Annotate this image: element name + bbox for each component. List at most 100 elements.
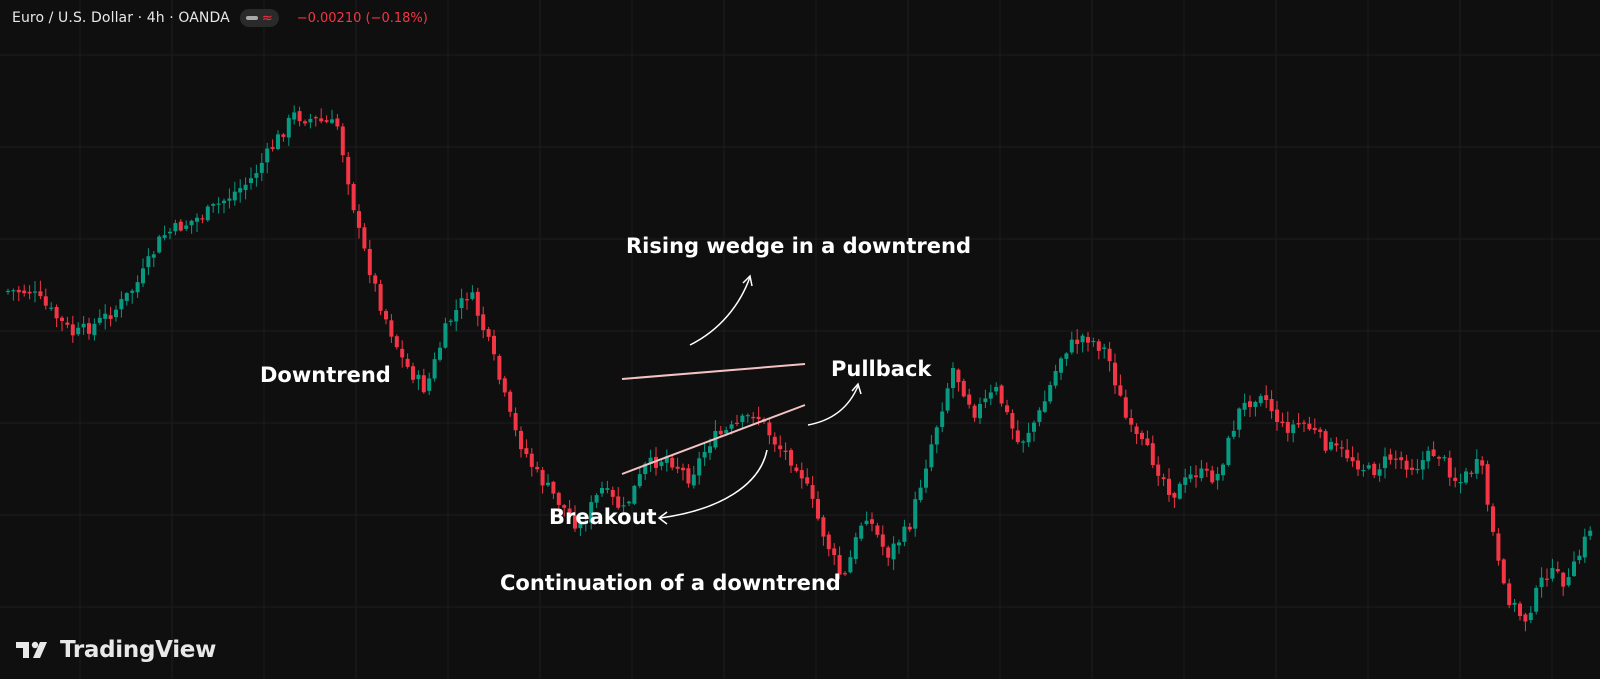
candle bbox=[508, 389, 513, 417]
candle bbox=[1107, 342, 1112, 372]
candle bbox=[664, 449, 669, 472]
candle bbox=[929, 434, 934, 472]
candle bbox=[1577, 549, 1582, 564]
candle bbox=[1366, 462, 1371, 470]
candle bbox=[1469, 470, 1474, 478]
candle bbox=[1491, 503, 1495, 536]
candle bbox=[826, 531, 831, 557]
candle bbox=[535, 461, 540, 473]
candle bbox=[1032, 420, 1036, 442]
candle bbox=[405, 353, 410, 369]
candle bbox=[1258, 393, 1263, 407]
candle bbox=[681, 463, 685, 481]
candle bbox=[1350, 446, 1355, 467]
candle bbox=[65, 316, 70, 329]
candle bbox=[1307, 416, 1312, 431]
candle bbox=[465, 292, 469, 310]
candle bbox=[195, 213, 199, 233]
candle bbox=[1161, 473, 1166, 487]
candle bbox=[497, 354, 502, 385]
candle bbox=[292, 105, 297, 125]
candle bbox=[308, 113, 313, 129]
candle bbox=[648, 449, 653, 472]
candle bbox=[1188, 465, 1193, 483]
candle bbox=[1096, 338, 1101, 360]
candle bbox=[524, 439, 529, 458]
candle bbox=[1356, 452, 1360, 477]
candle bbox=[632, 484, 637, 505]
candle bbox=[1377, 463, 1382, 482]
candle bbox=[1253, 400, 1258, 417]
candle bbox=[1447, 450, 1452, 486]
candle bbox=[956, 368, 961, 392]
candle bbox=[675, 457, 680, 474]
candle bbox=[805, 468, 810, 486]
rising-wedge-label: Rising wedge in a downtrend bbox=[626, 234, 971, 258]
candle bbox=[1496, 528, 1501, 566]
candle bbox=[1069, 331, 1074, 355]
candle bbox=[27, 285, 32, 300]
candle bbox=[1091, 337, 1096, 347]
candle bbox=[670, 454, 675, 471]
candle bbox=[837, 546, 842, 580]
candle bbox=[1210, 465, 1215, 485]
candle bbox=[972, 403, 977, 422]
wedge-lower-line[interactable] bbox=[621, 404, 806, 475]
candlestick-series bbox=[6, 105, 1593, 632]
candle bbox=[1129, 409, 1134, 433]
candle bbox=[902, 519, 907, 547]
candle bbox=[124, 291, 129, 306]
candle bbox=[1323, 429, 1328, 454]
candle bbox=[1226, 435, 1231, 467]
candle bbox=[918, 479, 923, 503]
candle bbox=[1086, 332, 1090, 352]
candle bbox=[108, 306, 113, 327]
candle bbox=[1231, 420, 1236, 440]
candle bbox=[1237, 407, 1242, 438]
candle bbox=[1075, 329, 1080, 354]
candle bbox=[330, 109, 334, 125]
candle bbox=[70, 315, 75, 343]
candle bbox=[1275, 400, 1279, 431]
tradingview-brand[interactable]: TradingView bbox=[16, 636, 216, 664]
annotation-overlays bbox=[621, 274, 862, 525]
candle bbox=[1167, 468, 1171, 502]
pullback-arrowhead-icon bbox=[851, 382, 862, 395]
candle bbox=[281, 133, 286, 142]
candle bbox=[999, 384, 1004, 407]
candle bbox=[427, 372, 432, 395]
candle bbox=[1485, 460, 1490, 512]
candle bbox=[1021, 439, 1026, 453]
candle bbox=[924, 459, 928, 493]
candle bbox=[600, 481, 604, 497]
candle bbox=[87, 317, 91, 340]
candle bbox=[421, 368, 426, 394]
candle bbox=[43, 288, 48, 310]
candle bbox=[621, 496, 626, 516]
candle bbox=[286, 114, 291, 146]
rising-wedge-arrow-icon bbox=[689, 276, 751, 346]
wedge-upper-line[interactable] bbox=[621, 363, 806, 380]
candle bbox=[1118, 374, 1123, 397]
candle bbox=[1437, 455, 1441, 466]
symbol-title[interactable]: Euro / U.S. Dollar · 4h · OANDA bbox=[12, 10, 230, 26]
candle bbox=[49, 302, 54, 311]
candle bbox=[475, 287, 480, 327]
indicator-pill[interactable]: ≈ bbox=[239, 9, 279, 27]
candle bbox=[1464, 467, 1468, 485]
candle bbox=[416, 370, 421, 390]
candle bbox=[1329, 437, 1333, 452]
candle bbox=[178, 219, 183, 232]
candle bbox=[573, 505, 577, 532]
candle bbox=[1280, 412, 1285, 427]
candle bbox=[1123, 389, 1128, 420]
candle bbox=[583, 516, 588, 532]
candle bbox=[853, 532, 858, 564]
candle bbox=[389, 314, 394, 343]
candle bbox=[1339, 440, 1344, 458]
candle bbox=[81, 316, 86, 335]
candle bbox=[357, 204, 361, 239]
candle bbox=[232, 181, 237, 206]
candle bbox=[454, 299, 459, 332]
